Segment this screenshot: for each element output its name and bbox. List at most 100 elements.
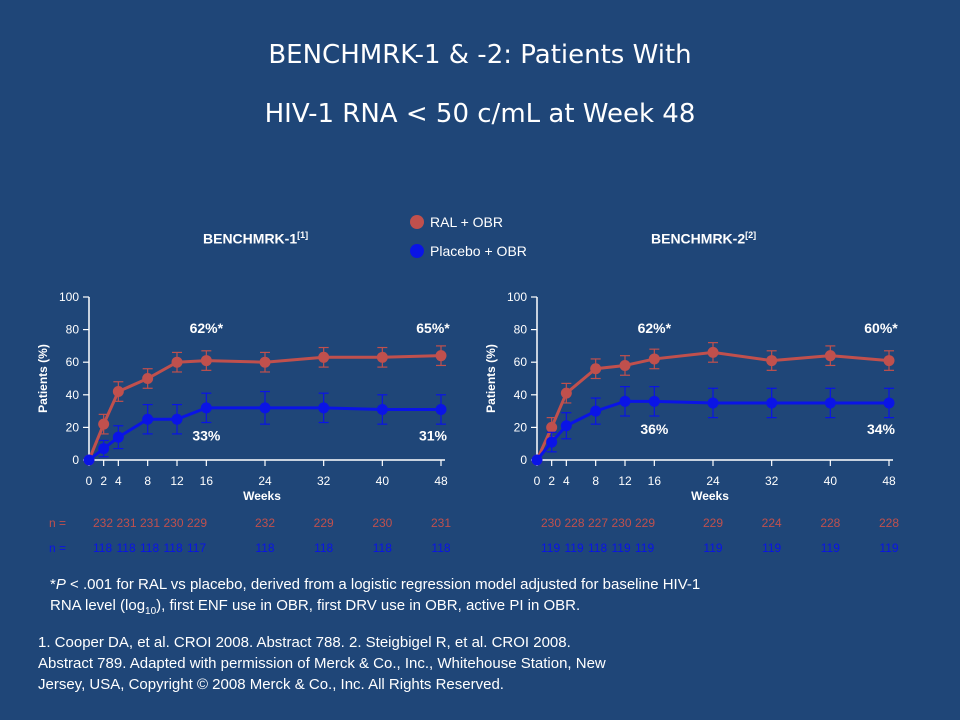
chart-2-y-axis-title: Patients (%) <box>484 344 498 413</box>
chart-1-n-row-value: 230 <box>372 516 392 530</box>
chart-1-ral-data-point <box>200 355 212 367</box>
chart-2-annotation: 62%* <box>638 320 672 336</box>
chart-2-ral-series-line <box>535 350 890 461</box>
chart-2-x-tick-label: 48 <box>882 474 896 488</box>
chart-1-ral-data-point <box>98 418 110 430</box>
chart-1-ral-data-point <box>142 373 154 384</box>
chart-2-placebo-series-line <box>535 399 889 461</box>
chart-1-x-tick-label: 40 <box>376 474 390 488</box>
chart-1-n-row-value: 229 <box>187 516 207 530</box>
chart-1-n-row-value: 231 <box>117 516 137 530</box>
chart-2-title-ref: [2] <box>745 230 757 240</box>
chart-2-n-row-value: 228 <box>820 516 840 530</box>
chart-2-placebo-data-point <box>648 395 660 407</box>
chart-2-x-tick-label: 32 <box>765 474 779 488</box>
chart-1-annotation: 33% <box>192 427 221 443</box>
chart-1-x-tick-label: 32 <box>317 474 331 488</box>
chart-1-n-row-value: 118 <box>314 541 333 555</box>
chart-2-y-tick-label: 100 <box>507 290 527 304</box>
footnote-line-2: RNA level (log10), first ENF use in OBR,… <box>50 597 581 617</box>
chart-2-placebo-data-point <box>590 405 602 417</box>
chart-2-n-row-value: 229 <box>703 516 723 530</box>
chart-2-x-tick-label: 2 <box>548 474 555 488</box>
chart-2-n-row-value: 227 <box>588 516 608 530</box>
footnote-line-1: *P < .001 for RAL vs placebo, derived fr… <box>50 576 701 593</box>
references: 1. Cooper DA, et al. CROI 2008. Abstract… <box>38 632 798 695</box>
chart-1-ral-data-point <box>112 386 124 398</box>
chart-2-y-tick-label: 0 <box>520 453 527 467</box>
references-line-2: Abstract 789. Adapted with permission of… <box>38 655 606 672</box>
chart-2-ral-data-point <box>648 353 660 365</box>
chart-2-annotation: 60%* <box>864 320 898 336</box>
chart-1-y-tick-label: 80 <box>66 323 80 337</box>
chart-1-y-tick-label: 40 <box>66 388 80 402</box>
chart-2-ral-data-point <box>707 346 719 358</box>
chart-2-n-row-value: 119 <box>565 541 584 555</box>
chart-1-annotation: 65%* <box>416 320 450 336</box>
chart-1-ral-series-line <box>87 354 442 461</box>
chart-1-y-tick-label: 20 <box>66 420 80 434</box>
chart-1-placebo-data-point <box>171 413 183 425</box>
chart-1-title-ref: [1] <box>297 230 309 240</box>
chart-2-placebo-data-point <box>824 397 836 409</box>
chart-1-placebo-data-point <box>259 402 271 414</box>
chart-2-ral-data-point <box>883 355 895 367</box>
chart-2-title: BENCHMRK-2[2] <box>651 230 756 247</box>
chart-1-n-row-value: 118 <box>431 541 450 555</box>
chart-1-x-axis-title: Weeks <box>243 489 281 503</box>
chart-1-ral-data-point <box>435 350 447 362</box>
chart-1-n-row-value: 118 <box>117 541 136 555</box>
references-line-1: 1. Cooper DA, et al. CROI 2008. Abstract… <box>38 634 571 651</box>
chart-1-n-row-value: 231 <box>431 516 451 530</box>
slide-title-line-2: HIV-1 RNA < 50 c/mL at Week 48 <box>264 99 696 129</box>
chart-2-ral-data-point <box>590 363 602 375</box>
chart-1-placebo-data-point <box>200 402 212 414</box>
chart-2-title-text: BENCHMRK-2 <box>651 230 746 247</box>
chart-1-ral-data-point <box>171 356 183 368</box>
chart-2-n-row-value: 119 <box>821 541 840 555</box>
chart-2-n-row-value: 119 <box>635 541 654 555</box>
chart-1-annotation: 31% <box>419 427 448 443</box>
chart-2-y-tick-label: 20 <box>514 420 528 434</box>
chart-2-n-row-value: 119 <box>612 541 631 555</box>
chart-1-x-tick-label: 24 <box>258 474 272 488</box>
chart-1-placebo-data-point <box>98 443 110 455</box>
chart-1-n-row-value: 232 <box>255 516 275 530</box>
chart-2-placebo-data-point <box>707 397 719 409</box>
chart-1-annotation: 62%* <box>190 320 224 336</box>
chart-2-x-tick-label: 24 <box>706 474 720 488</box>
chart-2-annotation: 36% <box>640 421 669 437</box>
chart-2-n-row-value: 230 <box>541 516 561 530</box>
chart-2-x-tick-label: 4 <box>563 474 570 488</box>
chart-1-x-tick-label: 8 <box>144 474 151 488</box>
chart-1-ral-data-point <box>376 351 388 363</box>
chart-1-placebo-data-point <box>83 454 95 466</box>
chart-2-annotation: 34% <box>867 421 896 437</box>
chart-2-n-row-value: 230 <box>612 516 632 530</box>
legend-marker-placebo-icon <box>410 244 424 258</box>
chart-1-title-text: BENCHMRK-1 <box>203 230 298 247</box>
legend-marker-ral-icon <box>410 215 424 229</box>
chart-2-ral-data-point <box>766 355 778 367</box>
legend-label-ral: RAL + OBR <box>430 214 504 230</box>
chart-1-n-row-value: 229 <box>314 516 334 530</box>
chart-1-placebo-data-point <box>142 413 154 425</box>
legend-label-placebo: Placebo + OBR <box>430 243 527 259</box>
chart-1-n-row-value: 118 <box>140 541 159 555</box>
chart-2-x-tick-label: 12 <box>618 474 632 488</box>
chart-1-x-tick-label: 0 <box>86 474 93 488</box>
chart-2-ral-data-point <box>619 359 631 371</box>
chart-2-ral-data-point <box>824 350 836 362</box>
chart-1-n-row-value: 230 <box>164 516 184 530</box>
chart-1-n-row-value: 118 <box>93 541 112 555</box>
chart-1-ral-data-point <box>318 351 330 363</box>
chart-1-x-tick-label: 2 <box>100 474 107 488</box>
chart-1-n-row-value: 231 <box>140 516 160 530</box>
chart-2-ral-data-point <box>560 387 572 399</box>
chart-2-placebo-data-point <box>560 420 572 432</box>
chart-2-placebo-data-point <box>531 454 543 466</box>
footnote: *P < .001 for RAL vs placebo, derived fr… <box>50 574 910 622</box>
chart-2-n-row-value: 119 <box>762 541 781 555</box>
chart-2-n-row-value: 228 <box>565 516 585 530</box>
